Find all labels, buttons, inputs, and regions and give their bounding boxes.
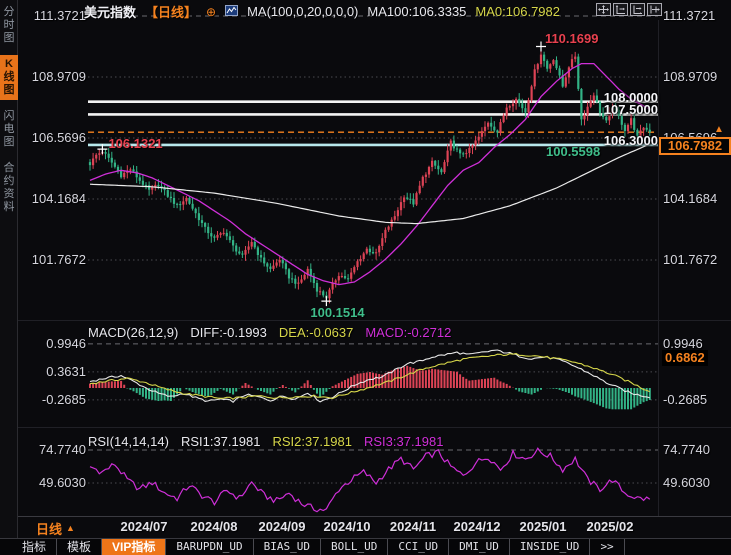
indicator-value: RSI1:37.1981 (180, 434, 261, 449)
price-axis-label-right: 104.1684 (663, 191, 718, 206)
sidebar-item-time-chart[interactable]: 分时图 (3, 6, 15, 44)
macd-panel-title: MACD(26,12,9) DIFF:-0.1993 DEA:-0.0637 MACD… (88, 325, 463, 340)
x-axis-label: 2025/02 (586, 519, 634, 534)
sidebar-item-flash-chart[interactable]: 闪电图 (3, 110, 15, 148)
tab-template[interactable]: 模板 (57, 539, 103, 555)
price-level-label: 107.5000 (603, 102, 658, 118)
price-axis-label-left: 108.9709 (31, 69, 86, 84)
price-extreme-annotation: 100.1514 (310, 305, 365, 321)
tab-inside-ud[interactable]: INSIDE_UD (510, 539, 591, 555)
sidebar-item-kline-chart[interactable]: K线图 (0, 55, 18, 100)
rsi-axis-label-right: 49.6030 (663, 474, 710, 490)
ma0-value: MA0:106.7982 (475, 4, 560, 19)
indicator-value: MACD:-0.2712 (365, 325, 452, 340)
price-level-label: 108.0000 (603, 89, 658, 105)
rsi-axis-label-left: 49.6030 (39, 474, 86, 490)
chevron-up-icon: ▲ (66, 523, 75, 533)
macd-values: DIFF:-0.1993 DEA:-0.0637 MACD:-0.2712 (190, 325, 463, 340)
tab-indicator[interactable]: 指标 (12, 539, 58, 555)
current-price-arrow-icon: ▲ (714, 124, 724, 135)
x-axis-scale-icon[interactable] (630, 3, 645, 16)
tab-bias-ud[interactable]: BIAS_UD (254, 539, 321, 555)
macd-current-value-badge: 0.6862 (662, 349, 708, 366)
macd-axis-label-left: 0.3631 (46, 363, 86, 379)
price-axis-label-right: 111.3721 (663, 8, 716, 23)
tab-cci-ud[interactable]: CCI_UD (388, 539, 450, 555)
macd-params-label: MACD(26,12,9) (88, 325, 179, 340)
ma-formula: MA(100,0,20,0,0,0) (247, 4, 359, 19)
sidebar-item-contract-info[interactable]: 合约资料 (3, 162, 15, 213)
price-axis-label-left: 106.5696 (31, 130, 86, 145)
indicator-value: DEA:-0.0637 (278, 325, 354, 340)
x-axis-label: 2025/01 (519, 519, 567, 534)
tab-boll-ud[interactable]: BOLL_UD (321, 539, 389, 555)
macd-axis-label-left: 0.9946 (46, 335, 86, 351)
chart-header: 美元指数 【日线】 ⊕ MA(100,0,20,0,0,0) MA100:106.3… (84, 2, 560, 21)
rsi-axis-label-right: 74.7740 (663, 442, 710, 457)
price-extreme-annotation: 110.1699 (544, 30, 599, 46)
price-axis-label-right: 101.7672 (663, 252, 718, 267)
tab-more[interactable]: >> (590, 539, 625, 555)
tab-barupdn-ud[interactable]: BARUPDN_UD (166, 539, 254, 555)
price-axis-label-left: 111.3721 (33, 8, 86, 23)
price-axis-label-right: 108.9709 (663, 69, 718, 84)
indicator-chart-icon[interactable] (225, 4, 239, 19)
macd-axis-label-left: -0.2685 (41, 391, 86, 407)
current-price-box: 106.7982 (659, 137, 731, 155)
pan-tool-icon[interactable] (596, 3, 611, 16)
rsi-params-label: RSI(14,14,14) (88, 434, 169, 449)
rsi-axis-label-left: 74.7740 (39, 442, 86, 457)
x-axis-label: 2024/07 (120, 519, 168, 534)
indicator-value: RSI2:37.1981 (272, 434, 352, 449)
period-label: 日线 (36, 522, 63, 537)
x-axis-label: 2024/09 (258, 519, 306, 534)
period-tag[interactable]: 【日线】 (145, 5, 198, 20)
period-selector[interactable]: 日线 ▲ (36, 519, 75, 538)
price-level-label: 106.3000 (603, 132, 658, 148)
x-axis-label: 2024/10 (323, 519, 371, 534)
price-axis-label-left: 101.7672 (31, 252, 86, 267)
symbol-name: 美元指数 (84, 5, 137, 20)
left-sidebar: 分时图 K线图闪电图合约资料 (0, 0, 18, 555)
shift-right-icon[interactable] (647, 3, 662, 16)
price-extreme-annotation: 106.1321 (108, 136, 163, 152)
y-axis-scale-icon[interactable] (613, 3, 628, 16)
tab-vip-indicator[interactable]: VIP指标 (102, 539, 167, 555)
macd-axis-label-right: -0.2685 (663, 391, 708, 407)
chart-toolbar (596, 3, 662, 16)
ma100-value: MA100:106.3335 (367, 4, 467, 19)
expand-icon[interactable]: ⊕ (206, 4, 217, 19)
price-float-annotation: 100.5598 (546, 144, 601, 159)
rsi-panel-title: RSI(14,14,14) RSI1:37.1981 RSI2:37.1981 RSI… (88, 434, 455, 449)
bottom-tab-bar: 指标 模板 VIP指标 BARUPDN_UD BIAS_UD BOLL_UD CCI_UD D… (0, 538, 731, 555)
x-axis-label: 2024/11 (389, 519, 437, 534)
price-axis-label-left: 104.1684 (31, 191, 86, 206)
x-axis-label: 2024/12 (453, 519, 501, 534)
x-axis-label: 2024/08 (190, 519, 238, 534)
macd-axis-label-right: 0.9946 (663, 335, 703, 351)
rsi-values: RSI1:37.1981 RSI2:37.1981 RSI3:37.1981 (181, 434, 456, 449)
indicator-value: RSI3:37.1981 (363, 434, 444, 449)
indicator-value: DIFF:-0.1993 (190, 325, 267, 340)
tab-dmi-ud[interactable]: DMI_UD (449, 539, 510, 555)
